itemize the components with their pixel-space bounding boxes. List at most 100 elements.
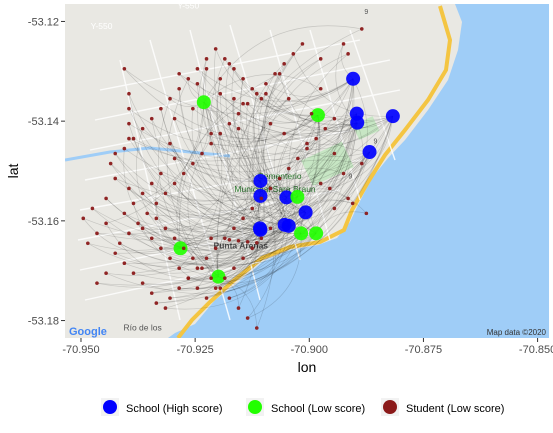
student-point	[209, 236, 213, 241]
student-point	[268, 121, 273, 126]
connection-line	[180, 159, 362, 249]
connection-line	[216, 78, 285, 226]
student-point	[341, 171, 346, 176]
connection-line	[156, 197, 287, 304]
student-point	[195, 67, 200, 71]
connection-line	[233, 98, 317, 234]
student-point	[223, 276, 227, 280]
student-point	[108, 161, 113, 166]
connection-line	[261, 98, 394, 132]
connection-line	[258, 58, 321, 182]
connection-line	[265, 78, 354, 97]
student-point	[154, 301, 159, 305]
student-point	[136, 221, 140, 226]
student-point	[177, 71, 181, 76]
student-point	[346, 196, 350, 201]
connection-line	[183, 102, 209, 174]
student-point	[204, 57, 209, 61]
connection-line	[215, 48, 318, 116]
connection-line	[165, 197, 287, 238]
school-low-point	[294, 226, 309, 241]
student-point	[264, 81, 268, 86]
axes: -70.950 -70.925 -70.900 -70.875 -70.850 -53.1…	[28, 16, 553, 356]
x-tick-label: -70.925	[176, 344, 213, 356]
student-point	[200, 266, 204, 271]
student-point	[218, 91, 223, 96]
connection-line	[247, 103, 319, 123]
student-point	[140, 226, 145, 231]
connection-line	[229, 225, 290, 299]
student-point	[200, 151, 204, 156]
connection-line	[133, 102, 205, 204]
connection-line	[209, 58, 261, 231]
connection-line	[253, 93, 298, 198]
connection-line	[165, 180, 261, 205]
connection-line	[188, 233, 302, 283]
connection-line	[252, 233, 317, 254]
connection-line	[270, 78, 354, 189]
connection-line	[179, 73, 280, 249]
connection-line	[160, 151, 370, 201]
student-point	[282, 62, 286, 66]
student-point	[227, 296, 232, 300]
x-tick-label: -70.875	[405, 344, 442, 356]
connection-line	[263, 43, 303, 227]
connection-line	[197, 102, 234, 289]
student-point	[181, 171, 186, 176]
student-point	[104, 196, 108, 201]
connection-line	[128, 114, 319, 162]
student-point	[163, 306, 168, 310]
connection-line	[183, 233, 317, 265]
student-point	[286, 96, 291, 101]
student-point	[236, 111, 241, 116]
connection-line	[215, 228, 261, 289]
connection-line	[176, 103, 244, 249]
connection-line	[265, 93, 357, 122]
school-high-point	[385, 109, 400, 124]
student-point	[264, 91, 268, 96]
student-point	[241, 101, 245, 106]
connection-line	[96, 116, 394, 286]
connection-line	[247, 113, 358, 243]
student-point	[282, 131, 286, 136]
connection-line	[265, 83, 358, 126]
student-point	[364, 211, 369, 216]
connection-line	[178, 88, 261, 197]
connection-line	[260, 167, 344, 197]
connection-line	[203, 101, 249, 219]
connection-line	[178, 73, 354, 108]
connection-line	[114, 153, 298, 212]
map-cemetery-park	[301, 141, 354, 186]
connection-line	[147, 113, 358, 218]
connection-line	[256, 115, 321, 244]
connection-line	[142, 193, 289, 239]
student-point	[359, 161, 364, 166]
connection-line	[320, 116, 394, 184]
student-point	[309, 111, 314, 116]
student-point	[218, 286, 223, 290]
connection-line	[174, 158, 261, 231]
student-point	[159, 171, 163, 176]
connection-line	[165, 233, 302, 310]
legend-marker	[383, 400, 397, 414]
connection-line	[247, 233, 302, 319]
connection-line	[142, 128, 370, 182]
connection-line	[158, 98, 219, 277]
connection-line	[151, 118, 261, 229]
student-point	[218, 131, 223, 136]
school-high-point	[253, 222, 268, 237]
connection-line	[252, 78, 354, 103]
y-tick-label: -53.14	[28, 116, 59, 128]
student-point	[250, 206, 255, 211]
connection-line	[251, 123, 271, 197]
connection-line	[174, 118, 306, 213]
connection-line	[160, 108, 285, 226]
student-point	[195, 286, 200, 290]
student-point	[159, 246, 163, 251]
connection-line	[128, 188, 302, 246]
student-point	[177, 266, 181, 271]
student-point	[131, 201, 136, 206]
connection-line	[262, 63, 302, 234]
student-point	[131, 271, 136, 275]
connection-line	[174, 114, 319, 143]
